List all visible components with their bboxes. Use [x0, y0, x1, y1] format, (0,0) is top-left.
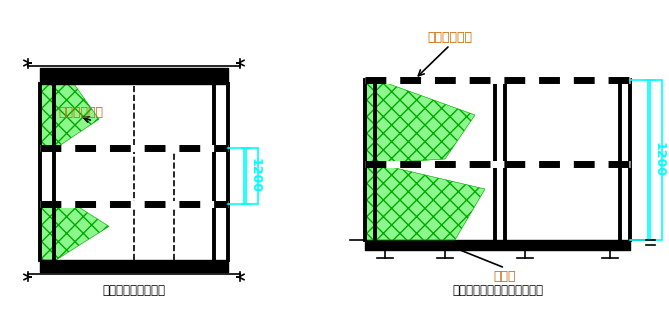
Text: 1200: 1200 — [249, 158, 262, 193]
Text: 楼层周边防护立面图: 楼层周边防护立面图 — [102, 284, 165, 297]
Polygon shape — [365, 164, 485, 240]
Text: 张密目安全网: 张密目安全网 — [58, 106, 103, 119]
Text: 1200: 1200 — [653, 143, 666, 178]
Text: 楼板洞: 楼板洞 — [494, 270, 516, 283]
Polygon shape — [40, 84, 99, 148]
Text: 四周围竹篱笆: 四周围竹篱笆 — [427, 31, 472, 44]
Polygon shape — [365, 80, 475, 164]
Bar — [244, 148, 258, 204]
Polygon shape — [40, 204, 109, 260]
Bar — [648, 80, 662, 240]
Text: 大洞口及楼层周边防护立面图: 大洞口及楼层周边防护立面图 — [452, 284, 543, 297]
